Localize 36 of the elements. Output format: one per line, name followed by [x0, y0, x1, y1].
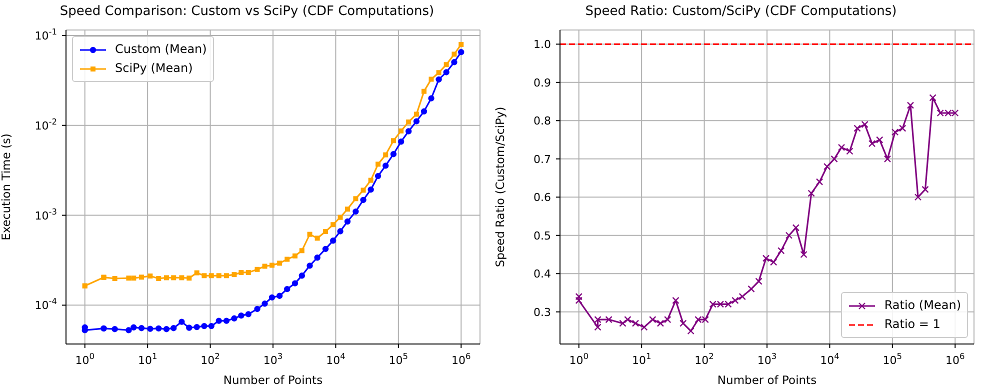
y-tick-label: 0.3	[534, 306, 551, 319]
y-tick-label: 0.4	[534, 268, 551, 281]
legend-label: Ratio = 1	[884, 316, 940, 333]
y-tick-label: 0.5	[534, 229, 551, 242]
x-tick-label: 10$^{2}$	[694, 351, 714, 367]
y-tick-label: 0.9	[534, 76, 551, 90]
x-tick-label: 10$^{5}$	[882, 351, 902, 367]
x-tick-label: 10$^{0}$	[569, 351, 588, 367]
x-tick-label: 10$^{0}$	[75, 351, 94, 367]
y-tick-label: 10$^{-2}$	[34, 116, 57, 132]
x-tick-label: 10$^{2}$	[200, 351, 220, 367]
x-tick-label: 10$^{3}$	[757, 351, 777, 367]
legend-label: SciPy (Mean)	[115, 60, 193, 77]
x-axis-title: Number of Points	[223, 373, 323, 387]
y-tick-label: 0.6	[534, 191, 551, 204]
x-tick-label: 10$^{4}$	[326, 351, 346, 367]
y-axis-title: Speed Ratio (Custom/SciPy)	[493, 106, 508, 268]
x-tick-label: 10$^{4}$	[820, 351, 840, 367]
x-axis-title: Number of Points	[717, 373, 817, 387]
y-tick-label: 1.0	[534, 38, 551, 52]
x-tick-label: 10$^{6}$	[452, 351, 471, 367]
x-tick-label: 10$^{1}$	[632, 351, 652, 367]
x-tick-label: 10$^{1}$	[138, 351, 158, 367]
x-tick-label: 10$^{6}$	[946, 351, 965, 367]
x-tick-label: 10$^{3}$	[263, 351, 283, 367]
legend-label: Ratio (Mean)	[884, 297, 961, 314]
legend-label: Custom (Mean)	[115, 41, 207, 58]
chart-title: Speed Comparison: Custom vs SciPy (CDF Computations)	[58, 3, 436, 21]
y-tick-label: 10$^{-4}$	[34, 296, 57, 312]
y-tick-label: 0.7	[534, 152, 551, 166]
chart-title: Speed Ratio: Custom/SciPy (CDF Computations)	[584, 3, 898, 21]
x-tick-label: 10$^{5}$	[388, 351, 408, 367]
y-axis-title: Execution Time (s)	[0, 134, 14, 240]
y-tick-label: 10$^{-3}$	[34, 206, 57, 222]
y-tick-label: 0.8	[534, 114, 551, 128]
y-tick-label: 10$^{-1}$	[34, 26, 57, 42]
